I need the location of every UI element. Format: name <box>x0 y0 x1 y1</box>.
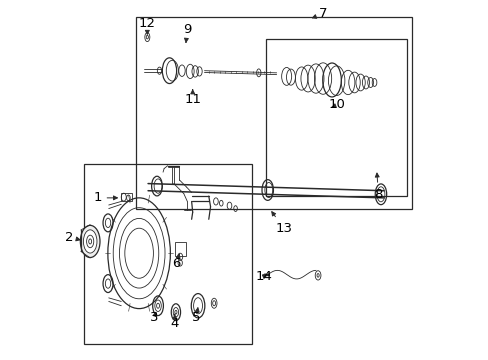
Text: 4: 4 <box>170 314 179 330</box>
Text: 1: 1 <box>93 192 117 204</box>
Text: 12: 12 <box>139 17 156 34</box>
Bar <box>175 242 185 256</box>
Text: 7: 7 <box>312 8 326 21</box>
Text: 5: 5 <box>192 308 200 324</box>
Text: 10: 10 <box>328 99 345 112</box>
Text: 8: 8 <box>373 173 382 201</box>
Bar <box>121 193 132 201</box>
Text: 14: 14 <box>255 270 271 283</box>
Text: 3: 3 <box>150 311 159 324</box>
Ellipse shape <box>83 230 97 253</box>
Text: 11: 11 <box>184 90 201 106</box>
Text: 9: 9 <box>183 23 191 42</box>
Ellipse shape <box>80 225 100 257</box>
Text: 2: 2 <box>64 231 80 244</box>
Text: 13: 13 <box>271 212 292 235</box>
Text: 6: 6 <box>172 254 181 270</box>
